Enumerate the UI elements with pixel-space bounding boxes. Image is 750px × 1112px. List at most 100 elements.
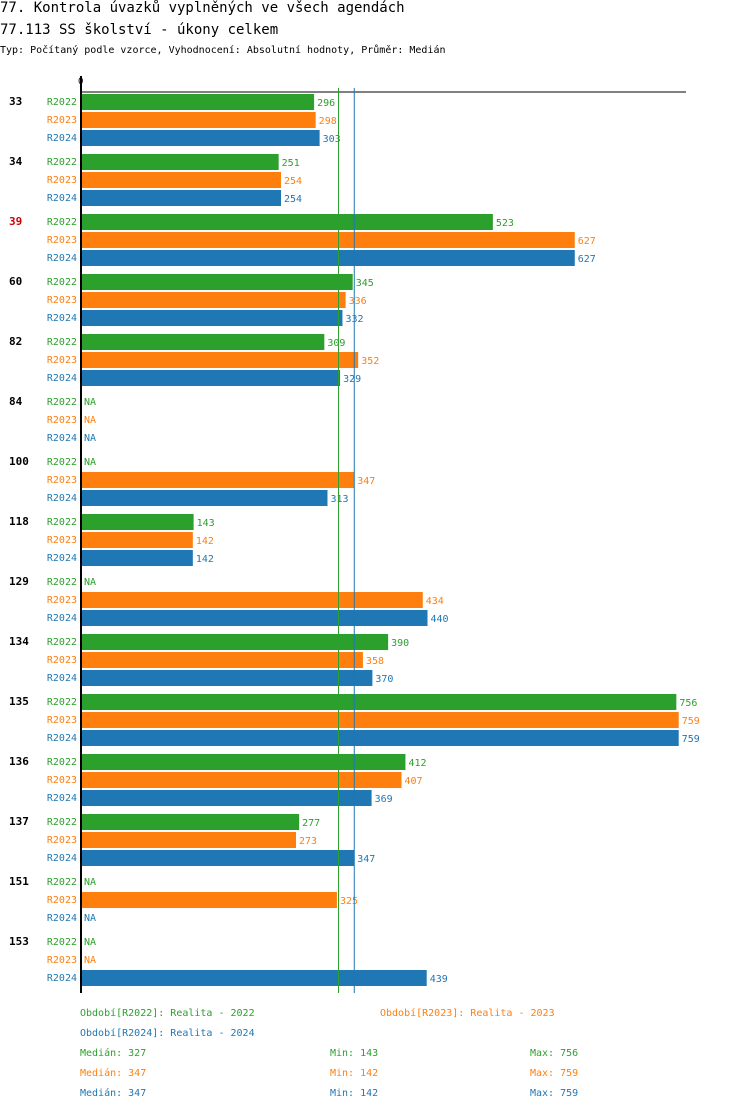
data-label: 313: [330, 494, 348, 505]
bar: [81, 112, 316, 128]
category-label: 82: [9, 335, 22, 348]
data-label: 627: [578, 254, 596, 265]
series-label: R2023: [47, 655, 77, 666]
data-label: 277: [302, 818, 320, 829]
data-label: 142: [196, 536, 214, 547]
data-label: 434: [426, 596, 444, 607]
series-label: R2024: [47, 253, 77, 264]
bar: [81, 94, 315, 110]
bar: [81, 190, 282, 206]
series-label: R2023: [47, 595, 77, 606]
series-label: R2023: [47, 535, 77, 546]
series-label: R2022: [47, 637, 77, 648]
series-label: R2022: [47, 757, 77, 768]
bar: [81, 592, 423, 608]
bar: [81, 550, 193, 566]
bar: [81, 712, 679, 728]
series-label: R2023: [47, 955, 77, 966]
data-label: 390: [391, 638, 409, 649]
series-label: R2024: [47, 733, 77, 744]
na-label: NA: [84, 433, 96, 444]
series-label: R2022: [47, 337, 77, 348]
data-label: 369: [375, 794, 393, 805]
data-label: 759: [682, 716, 700, 727]
legend-min-r2022: Min: 143: [330, 1048, 379, 1059]
series-label: R2022: [47, 217, 77, 228]
legend-min-r2023: Min: 142: [330, 1068, 379, 1079]
series-label: R2024: [47, 853, 77, 864]
data-label: 336: [349, 296, 367, 307]
bar: [81, 970, 427, 986]
category-label: 118: [9, 515, 29, 528]
data-label: 298: [319, 116, 337, 127]
na-label: NA: [84, 937, 96, 948]
bar: [81, 292, 346, 308]
bar: [81, 832, 296, 848]
series-label: R2022: [47, 157, 77, 168]
series-label: R2023: [47, 175, 77, 186]
data-label: 440: [431, 614, 449, 625]
bar: [81, 610, 428, 626]
legend-period-r2022: Období[R2022]: Realita - 2022: [80, 1008, 255, 1019]
legend-max-r2022: Max: 756: [530, 1048, 579, 1059]
bar: [81, 370, 341, 386]
legend-min-r2024: Min: 142: [330, 1088, 379, 1099]
series-label: R2024: [47, 913, 77, 924]
data-label: 254: [284, 194, 302, 205]
series-label: R2024: [47, 373, 77, 384]
series-label: R2022: [47, 277, 77, 288]
series-label: R2022: [47, 817, 77, 828]
legend-max-r2024: Max: 759: [530, 1088, 579, 1099]
data-label: 273: [299, 836, 317, 847]
bar: [81, 634, 389, 650]
data-label: 254: [284, 176, 302, 187]
series-label: R2022: [47, 457, 77, 468]
series-label: R2023: [47, 775, 77, 786]
series-label: R2024: [47, 973, 77, 984]
category-label: 33: [9, 95, 22, 108]
category-label: 153: [9, 935, 29, 948]
data-label: 251: [282, 158, 300, 169]
series-label: R2023: [47, 895, 77, 906]
series-label: R2024: [47, 313, 77, 324]
data-label: 345: [356, 278, 374, 289]
data-label: 143: [197, 518, 215, 529]
legend-period-r2023: Období[R2023]: Realita - 2023: [380, 1008, 555, 1019]
bar: [81, 694, 677, 710]
series-label: R2023: [47, 355, 77, 366]
series-label: R2024: [47, 673, 77, 684]
data-label: 347: [357, 476, 375, 487]
na-label: NA: [84, 955, 96, 966]
series-label: R2024: [47, 553, 77, 564]
category-label: 134: [9, 635, 29, 648]
bar: [81, 652, 363, 668]
category-label: 100: [9, 455, 29, 468]
bar: [81, 310, 343, 326]
legend-median-r2024: Medián: 347: [80, 1088, 147, 1099]
data-label: 439: [430, 974, 448, 985]
series-label: R2023: [47, 115, 77, 126]
chart-title: 77. Kontrola úvazků vyplněných ve všech …: [0, 0, 405, 16]
category-label: 60: [9, 275, 22, 288]
data-label: 142: [196, 554, 214, 565]
bar: [81, 334, 325, 350]
data-label: 352: [361, 356, 379, 367]
series-label: R2024: [47, 793, 77, 804]
series-label: R2023: [47, 415, 77, 426]
data-label: 329: [343, 374, 361, 385]
bar: [81, 352, 359, 368]
bar: [81, 670, 373, 686]
na-label: NA: [84, 457, 96, 468]
data-label: 325: [340, 896, 358, 907]
series-label: R2022: [47, 697, 77, 708]
data-label: 407: [405, 776, 423, 787]
data-label: 303: [323, 134, 341, 145]
bar: [81, 892, 337, 908]
data-label: 370: [375, 674, 393, 685]
bar: [81, 472, 355, 488]
data-label: 309: [327, 338, 345, 349]
na-label: NA: [84, 577, 96, 588]
bar: [81, 514, 194, 530]
data-label: 296: [317, 98, 335, 109]
series-label: R2023: [47, 235, 77, 246]
